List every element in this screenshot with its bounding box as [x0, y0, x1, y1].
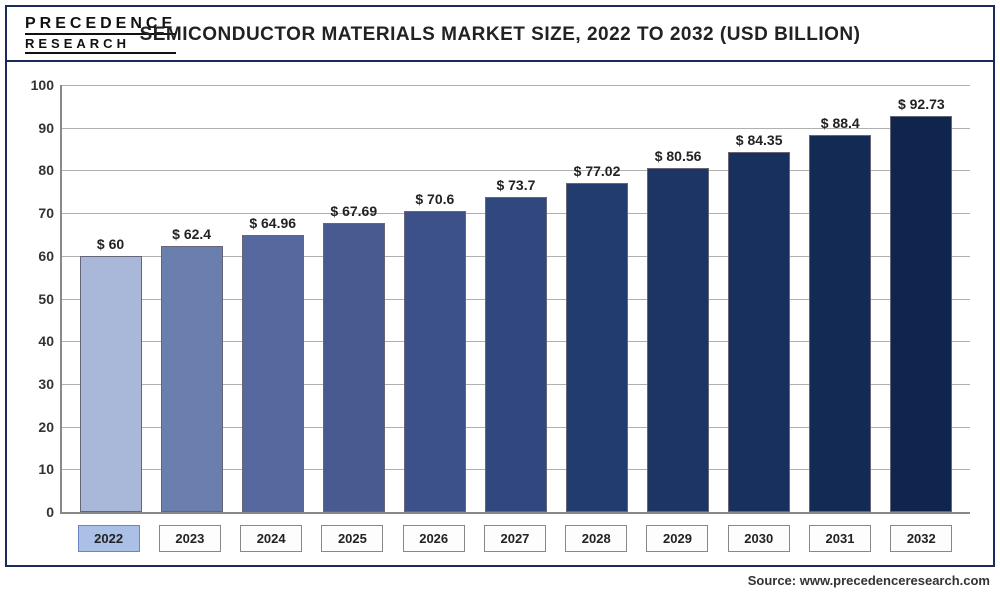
bar-column: $ 84.35	[728, 132, 790, 512]
chart-plot-area: $ 60 $ 62.4 $ 64.96 $ 67.69 $ 70.6 $ 73.7 $ 77…	[60, 85, 970, 514]
y-tick-label: 70	[22, 205, 54, 221]
bar-value-label: $ 62.4	[172, 226, 211, 242]
bar	[809, 135, 871, 512]
bar-value-label: $ 73.7	[496, 177, 535, 193]
y-tick-label: 20	[22, 419, 54, 435]
bar-column: $ 64.96	[242, 215, 304, 512]
x-tick-label: 2030	[728, 525, 790, 552]
x-tick-label: 2022	[78, 525, 140, 552]
bar	[242, 235, 304, 512]
bar-value-label: $ 70.6	[415, 191, 454, 207]
y-tick-label: 0	[22, 504, 54, 520]
x-tick-label: 2031	[809, 525, 871, 552]
y-tick-label: 30	[22, 376, 54, 392]
bar-column: $ 67.69	[323, 203, 385, 512]
bar	[80, 256, 142, 512]
bar-value-label: $ 67.69	[330, 203, 377, 219]
chart-title: SEMICONDUCTOR MATERIALS MARKET SIZE, 202…	[0, 24, 1000, 46]
y-tick-label: 60	[22, 248, 54, 264]
bar-column: $ 60	[80, 236, 142, 512]
x-tick-label: 2023	[159, 525, 221, 552]
bar	[647, 168, 709, 512]
bar-column: $ 62.4	[161, 226, 223, 512]
bar	[566, 183, 628, 512]
bar-column: $ 92.73	[890, 96, 952, 512]
x-tick-label: 2029	[646, 525, 708, 552]
bar	[404, 211, 466, 512]
y-tick-label: 50	[22, 291, 54, 307]
bar-value-label: $ 64.96	[249, 215, 296, 231]
bar-value-label: $ 80.56	[655, 148, 702, 164]
y-tick-label: 80	[22, 162, 54, 178]
bar-value-label: $ 84.35	[736, 132, 783, 148]
x-axis-labels: 2022 2023 2024 2025 2026 2027 2028 2029 2030 2031…	[60, 525, 970, 552]
x-tick-label: 2028	[565, 525, 627, 552]
y-tick-label: 40	[22, 333, 54, 349]
x-tick-label: 2032	[890, 525, 952, 552]
y-tick-label: 90	[22, 120, 54, 136]
bar	[323, 223, 385, 512]
bar-value-label: $ 88.4	[821, 115, 860, 131]
bar	[890, 116, 952, 512]
bar	[728, 152, 790, 512]
bar-column: $ 88.4	[809, 115, 871, 512]
bar-column: $ 70.6	[404, 191, 466, 512]
y-tick-label: 100	[22, 77, 54, 93]
x-tick-label: 2027	[484, 525, 546, 552]
bar-column: $ 77.02	[566, 163, 628, 512]
bar-value-label: $ 60	[97, 236, 124, 252]
y-tick-label: 10	[22, 461, 54, 477]
title-divider	[7, 60, 993, 62]
x-tick-label: 2025	[321, 525, 383, 552]
bar-group: $ 60 $ 62.4 $ 64.96 $ 67.69 $ 70.6 $ 73.7 $ 77…	[62, 85, 970, 512]
bar	[161, 246, 223, 512]
bar-value-label: $ 92.73	[898, 96, 945, 112]
source-attribution: Source: www.precedenceresearch.com	[748, 573, 990, 588]
x-tick-label: 2024	[240, 525, 302, 552]
bar	[485, 197, 547, 512]
bar-column: $ 73.7	[485, 177, 547, 512]
bar-value-label: $ 77.02	[574, 163, 621, 179]
bar-column: $ 80.56	[647, 148, 709, 512]
x-tick-label: 2026	[403, 525, 465, 552]
